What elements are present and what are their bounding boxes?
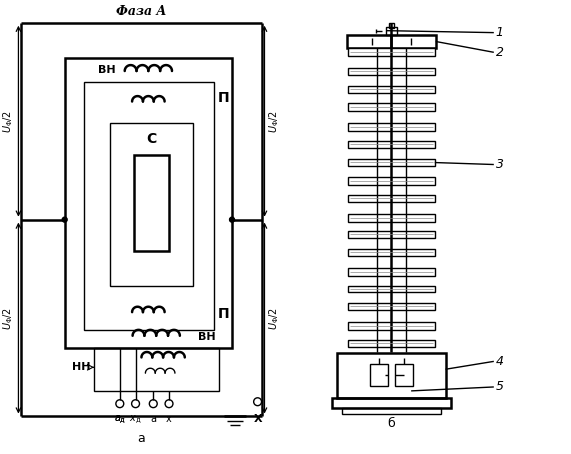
Bar xyxy=(65,58,232,348)
Text: HH: HH xyxy=(72,362,90,372)
Text: a: a xyxy=(150,414,156,424)
Bar xyxy=(348,303,435,310)
Text: $x_\mathdefault{д}$: $x_\mathdefault{д}$ xyxy=(130,414,142,426)
Text: 2: 2 xyxy=(496,46,504,59)
Bar xyxy=(85,82,214,330)
Bar xyxy=(332,398,451,408)
Bar xyxy=(342,408,441,414)
Text: $U_\Phi/2$: $U_\Phi/2$ xyxy=(267,110,282,133)
Text: $U_\Phi/2$: $U_\Phi/2$ xyxy=(2,306,15,330)
Bar xyxy=(370,364,388,386)
Text: 1: 1 xyxy=(496,26,504,39)
Circle shape xyxy=(230,217,235,222)
Bar xyxy=(348,158,435,166)
Text: а: а xyxy=(138,432,146,444)
Bar xyxy=(395,364,413,386)
Bar xyxy=(348,232,435,238)
Bar xyxy=(348,123,435,131)
Bar xyxy=(110,123,192,286)
Text: П: П xyxy=(218,91,230,104)
Bar xyxy=(337,352,445,398)
Bar xyxy=(348,178,435,185)
Text: 5: 5 xyxy=(496,380,504,394)
Bar xyxy=(348,340,435,346)
Bar xyxy=(348,214,435,222)
Text: x: x xyxy=(166,414,172,424)
Bar xyxy=(94,348,219,391)
Bar xyxy=(348,86,435,93)
Bar xyxy=(348,68,435,75)
Text: б: б xyxy=(388,417,395,430)
Bar xyxy=(348,322,435,330)
Text: $a_д$: $a_д$ xyxy=(114,414,126,426)
Text: $U_\Phi/2$: $U_\Phi/2$ xyxy=(2,110,15,133)
Text: BH: BH xyxy=(198,332,215,342)
Bar xyxy=(385,27,397,35)
Text: $U_\Phi/2$: $U_\Phi/2$ xyxy=(267,306,282,330)
Bar xyxy=(348,286,435,292)
Bar xyxy=(348,249,435,256)
Text: C: C xyxy=(146,132,156,146)
Bar xyxy=(347,35,436,49)
Text: П: П xyxy=(218,307,230,321)
Bar xyxy=(348,268,435,276)
Text: X: X xyxy=(254,414,262,424)
Text: 3: 3 xyxy=(496,158,504,171)
Bar xyxy=(348,104,435,111)
Bar xyxy=(348,141,435,148)
Bar xyxy=(348,49,435,56)
Bar xyxy=(134,155,169,251)
Text: Фаза A: Фаза A xyxy=(116,5,167,18)
Bar xyxy=(348,195,435,202)
Circle shape xyxy=(62,217,67,222)
Text: 4: 4 xyxy=(496,355,504,368)
Text: BH: BH xyxy=(98,65,116,75)
Bar xyxy=(388,23,395,28)
Text: $a_\mathdefault{д}$: $a_\mathdefault{д}$ xyxy=(114,414,126,426)
